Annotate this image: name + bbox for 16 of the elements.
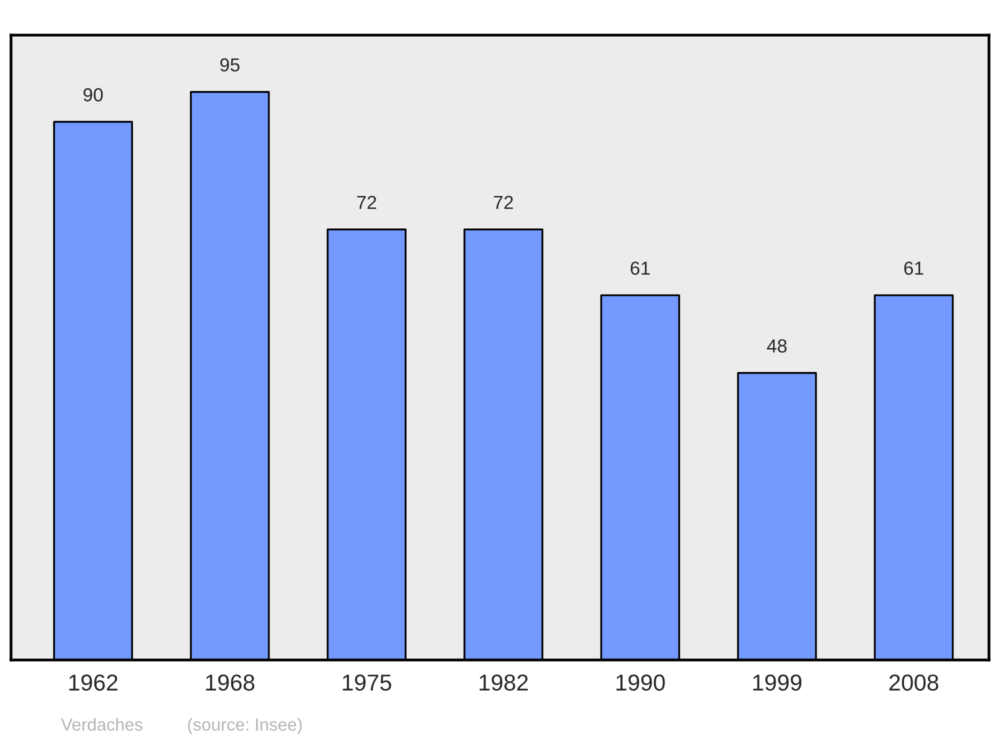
- text: (source: Insee): [188, 718, 302, 734]
- x-tick-label: 1990: [616, 674, 665, 691]
- data-label: 72: [357, 196, 376, 209]
- x-tick-label: 2008: [889, 674, 938, 691]
- x-tick-label: 1962: [69, 674, 118, 691]
- data-label: 61: [630, 262, 650, 275]
- text: Verdaches: [61, 718, 142, 731]
- data-label: 95: [220, 58, 240, 72]
- data-label: 72: [494, 196, 513, 209]
- x-tick-label: 1982: [480, 674, 528, 691]
- data-label: 90: [84, 88, 103, 102]
- data-label: 48: [766, 339, 787, 353]
- x-tick-label: 1968: [206, 674, 254, 691]
- x-tick-label: 1975: [342, 674, 392, 691]
- x-tick-label: 1999: [753, 674, 802, 691]
- data-label: 61: [904, 262, 924, 275]
